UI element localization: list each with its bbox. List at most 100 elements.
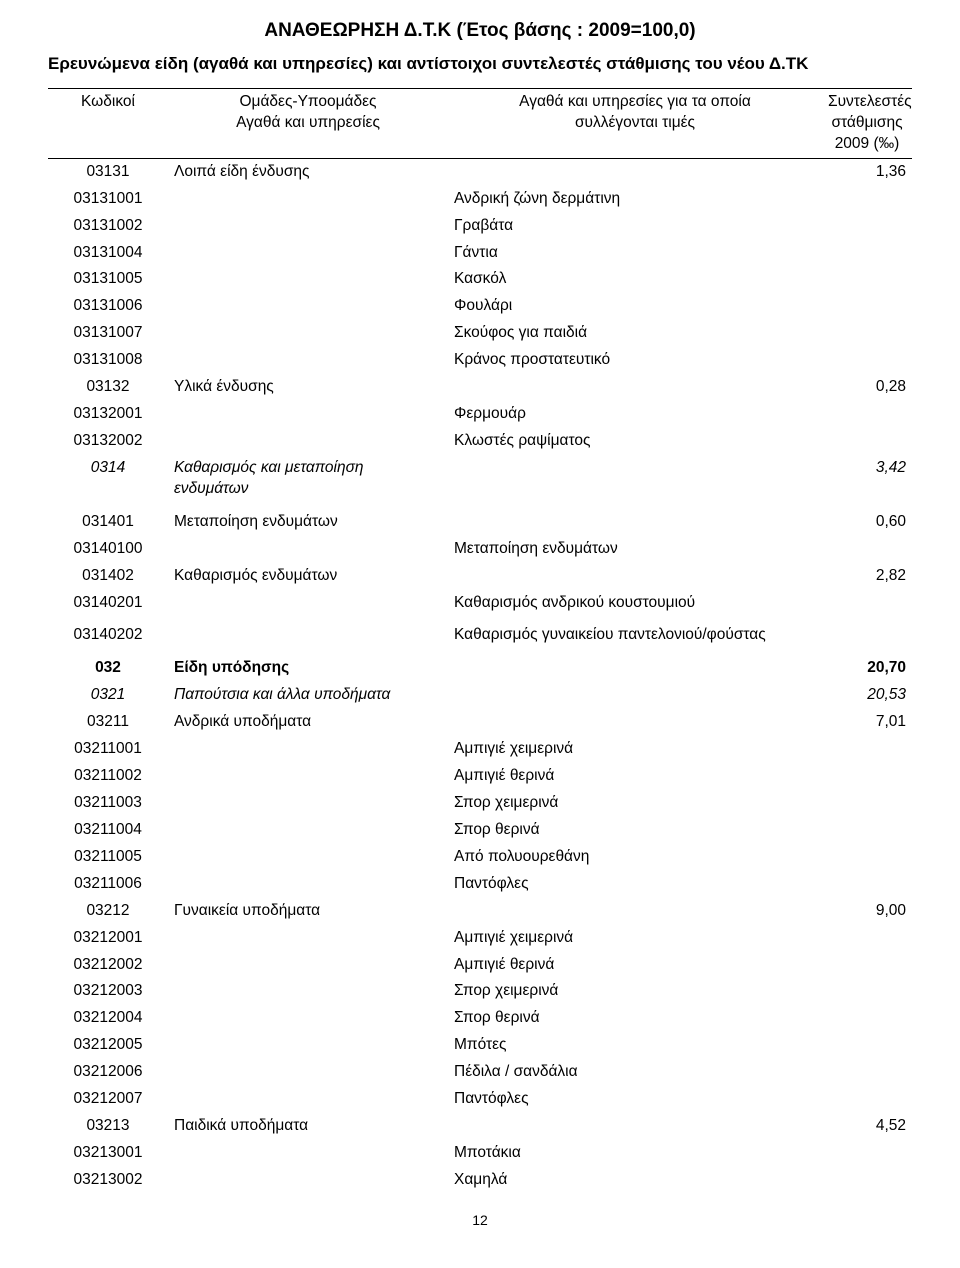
cell-item: Σκούφος για παιδιά [448, 320, 822, 347]
cell-code: 03212001 [48, 925, 168, 952]
cell-group [168, 817, 448, 844]
cell-group [168, 1032, 448, 1059]
cell-group [168, 978, 448, 1005]
cell-item [448, 709, 822, 736]
cell-code: 03213002 [48, 1167, 168, 1194]
cell-item: Από πολυουρεθάνη [448, 844, 822, 871]
cell-group [168, 293, 448, 320]
cell-value: 20,70 [822, 655, 912, 682]
cell-value [822, 1032, 912, 1059]
cell-value: 7,01 [822, 709, 912, 736]
cell-group [168, 1167, 448, 1194]
cell-code: 03212002 [48, 952, 168, 979]
cell-value [822, 763, 912, 790]
col-header-code: Κωδικοί [48, 89, 168, 159]
cell-item: Αμπιγιέ χειμερινά [448, 736, 822, 763]
cell-group [168, 622, 448, 649]
table-row: 03213002 Χαμηλά [48, 1167, 912, 1194]
cell-item [448, 1113, 822, 1140]
cell-value [822, 790, 912, 817]
cell-code: 03132 [48, 374, 168, 401]
cell-group: Καθαρισμός και μεταποίηση ενδυμάτων [168, 455, 448, 503]
cell-group: Παιδικά υποδήματα [168, 1113, 448, 1140]
table-row: 03131007 Σκούφος για παιδιά [48, 320, 912, 347]
cell-group [168, 952, 448, 979]
cell-code: 03131006 [48, 293, 168, 320]
cell-value [822, 925, 912, 952]
cell-value [822, 293, 912, 320]
cell-group [168, 790, 448, 817]
table-row: 03212003Σπορ χειμερινά [48, 978, 912, 1005]
table-row: 03213001Μποτάκια [48, 1140, 912, 1167]
cell-value [822, 590, 912, 617]
cell-code: 03131007 [48, 320, 168, 347]
cell-code: 03212004 [48, 1005, 168, 1032]
cell-group: Λοιπά είδη ένδυσης [168, 158, 448, 185]
col-header-group: Ομάδες-Υποομάδες Αγαθά και υπηρεσίες [168, 89, 448, 159]
cell-value [822, 736, 912, 763]
cell-item: Γραβάτα [448, 213, 822, 240]
cell-code: 03212007 [48, 1086, 168, 1113]
table-row: 03212001Αμπιγιέ χειμερινά [48, 925, 912, 952]
cell-value [822, 1167, 912, 1194]
cell-value [822, 844, 912, 871]
cell-item [448, 682, 822, 709]
table-row: 03211006Παντόφλες [48, 871, 912, 898]
cell-code: 03211002 [48, 763, 168, 790]
cell-value: 0,60 [822, 509, 912, 536]
col-header-value: Συντελεστές στάθμισης 2009 (‰) [822, 89, 912, 159]
cell-value [822, 622, 912, 649]
cell-value [822, 266, 912, 293]
cell-item: Φουλάρι [448, 293, 822, 320]
cell-value [822, 186, 912, 213]
cell-value: 0,28 [822, 374, 912, 401]
cell-group [168, 347, 448, 374]
cell-group [168, 1005, 448, 1032]
table-row: 03212Γυναικεία υποδήματα9,00 [48, 898, 912, 925]
table-row: 03211003Σπορ χειμερινά [48, 790, 912, 817]
page-title: ΑΝΑΘΕΩΡΗΣΗ Δ.Τ.Κ (Έτος βάσης : 2009=100,… [48, 20, 912, 42]
cell-code: 03212 [48, 898, 168, 925]
cell-item: Παντόφλες [448, 1086, 822, 1113]
cell-item: Φερμουάρ [448, 401, 822, 428]
cell-item: Πέδιλα / σανδάλια [448, 1059, 822, 1086]
cell-item [448, 374, 822, 401]
table-row: 03131001Ανδρική ζώνη δερμάτινη [48, 186, 912, 213]
table-row: 03212006Πέδιλα / σανδάλια [48, 1059, 912, 1086]
cell-item [448, 509, 822, 536]
table-row: 03140100Μεταποίηση ενδυμάτων [48, 536, 912, 563]
table-row: 03131006 Φουλάρι [48, 293, 912, 320]
cell-code: 031401 [48, 509, 168, 536]
cell-code: 03140202 [48, 622, 168, 649]
cell-item: Γάντια [448, 240, 822, 267]
cell-item: Κλωστές ραψίματος [448, 428, 822, 455]
cell-group [168, 186, 448, 213]
page-number: 12 [48, 1212, 912, 1228]
cell-item [448, 158, 822, 185]
table-row: 03212005Μπότες [48, 1032, 912, 1059]
cell-group [168, 1059, 448, 1086]
cell-group: Καθαρισμός ενδυμάτων [168, 563, 448, 590]
cell-code: 03140201 [48, 590, 168, 617]
cell-code: 03132002 [48, 428, 168, 455]
cell-item: Χαμηλά [448, 1167, 822, 1194]
cell-code: 03213001 [48, 1140, 168, 1167]
cell-item [448, 455, 822, 503]
cell-group [168, 844, 448, 871]
cell-value [822, 1005, 912, 1032]
cell-item: Μπότες [448, 1032, 822, 1059]
table-row: 03131002Γραβάτα [48, 213, 912, 240]
cell-code: 03211006 [48, 871, 168, 898]
cell-code: 03211 [48, 709, 168, 736]
cell-group: Υλικά ένδυσης [168, 374, 448, 401]
table-row: 03211Ανδρικά υποδήματα7,01 [48, 709, 912, 736]
cell-item: Κράνος προστατευτικό [448, 347, 822, 374]
cell-item: Καθαρισμός γυναικείου παντελονιού/φούστα… [448, 622, 822, 649]
cell-code: 03131008 [48, 347, 168, 374]
cell-group [168, 320, 448, 347]
cell-group [168, 1140, 448, 1167]
page-subtitle: Ερευνώμενα είδη (αγαθά και υπηρεσίες) κα… [48, 54, 912, 74]
cell-item: Σπορ χειμερινά [448, 978, 822, 1005]
col-header-item: Αγαθά και υπηρεσίες για τα οποία συλλέγο… [448, 89, 822, 159]
cell-code: 03213 [48, 1113, 168, 1140]
